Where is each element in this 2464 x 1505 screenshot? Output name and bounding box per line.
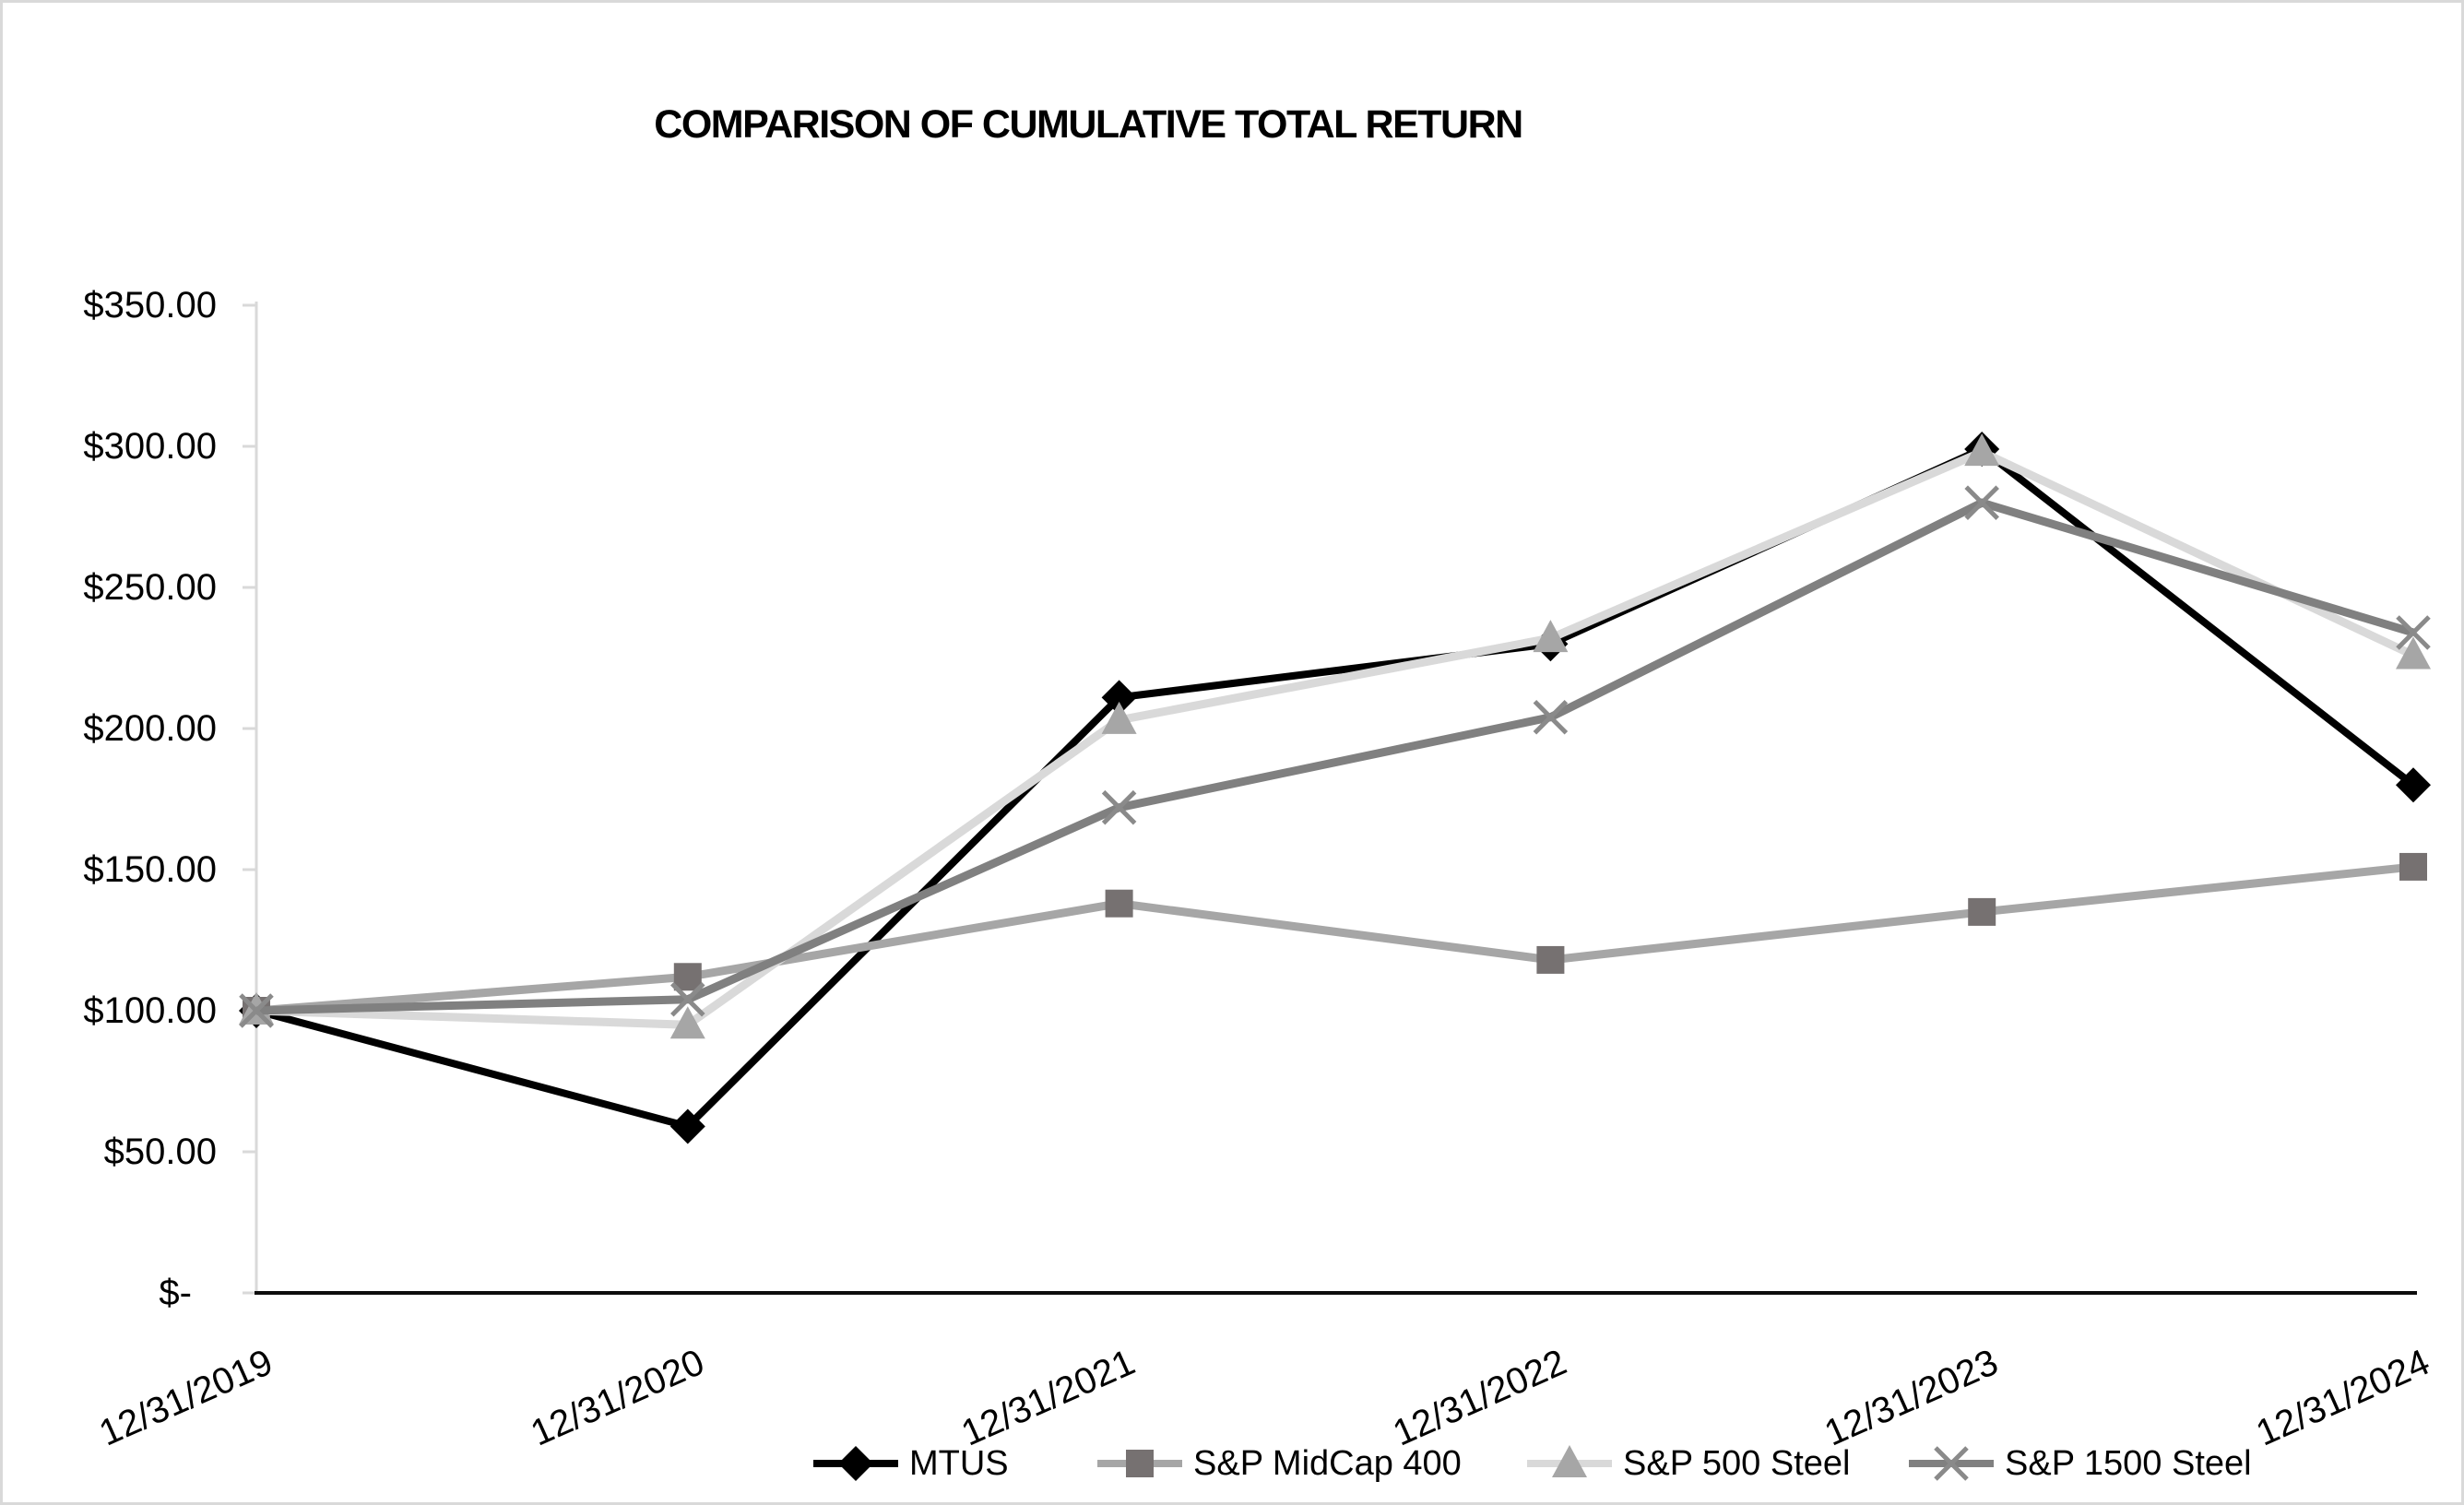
diamond-legend-marker-icon [813, 1446, 898, 1481]
triangle-legend-marker-icon [1527, 1445, 1612, 1477]
data-point-marker [1101, 701, 1137, 734]
data-point-marker [670, 981, 705, 1017]
data-point-marker [2396, 615, 2431, 650]
legend-marker [1934, 1446, 1969, 1481]
legend-label: S&P MidCap 400 [1193, 1443, 1462, 1483]
data-point-marker [1964, 433, 2000, 467]
data-point-marker [239, 993, 274, 1028]
data-point-marker [669, 1108, 705, 1144]
x-legend-marker-icon [1909, 1446, 1994, 1481]
data-point-marker [1533, 620, 1569, 653]
data-point-marker [1105, 889, 1133, 918]
data-point-marker [673, 963, 702, 991]
square-legend-marker-icon [1097, 1450, 1182, 1477]
y-tick-label: $50.00 [103, 1132, 217, 1172]
data-point-marker [1101, 680, 1137, 716]
legend-marker [1552, 1445, 1587, 1477]
series-line [255, 498, 2415, 1015]
data-point-marker [1101, 789, 1137, 825]
data-point-marker [1533, 699, 1569, 735]
data-point-marker [1968, 897, 1996, 926]
plot-area [239, 302, 2431, 1295]
legend-item: MTUS [813, 1438, 1009, 1489]
series-line [255, 444, 2416, 1131]
data-point-marker [2396, 767, 2431, 803]
legend-item: S&P 500 Steel [1527, 1438, 1850, 1489]
y-tick-label: $300.00 [83, 426, 217, 467]
series-line [255, 447, 2415, 1029]
data-point-marker [2399, 852, 2427, 881]
data-point-marker [2396, 636, 2431, 670]
y-tick-label: $- [159, 1273, 192, 1313]
y-tick-label: $350.00 [83, 285, 217, 326]
legend-item: S&P 1500 Steel [1909, 1438, 2252, 1489]
y-tick-label: $250.00 [83, 567, 217, 608]
data-point-marker [1964, 485, 1999, 520]
legend-marker [838, 1446, 873, 1481]
chart-title: COMPARISON OF CUMULATIVE TOTAL RETURN [654, 102, 1523, 147]
legend-marker [1126, 1450, 1154, 1477]
data-point-marker [669, 1006, 705, 1039]
y-tick-label: $200.00 [83, 708, 217, 749]
y-tick-label: $150.00 [83, 849, 217, 890]
data-point-marker [1536, 945, 1565, 974]
legend-label: MTUS [909, 1443, 1009, 1483]
legend-label: S&P 500 Steel [1623, 1443, 1851, 1483]
legend-item: S&P MidCap 400 [1097, 1438, 1462, 1489]
series-line [255, 862, 2414, 1015]
y-tick-label: $100.00 [83, 990, 217, 1031]
legend-label: S&P 1500 Steel [2005, 1443, 2252, 1483]
